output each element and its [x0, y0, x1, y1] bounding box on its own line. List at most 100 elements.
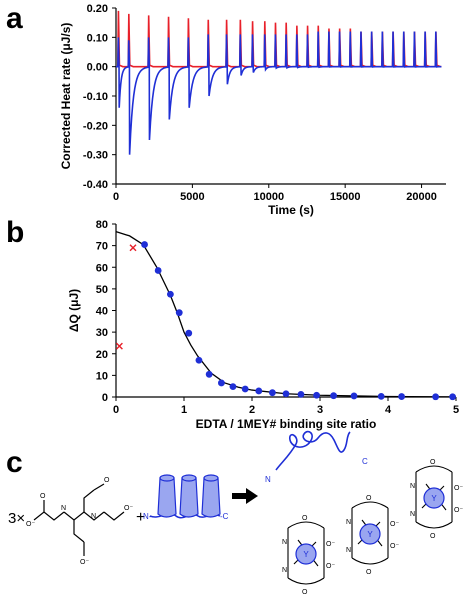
complex-o-label: O⁻	[326, 541, 335, 548]
protein-n-label: N-	[143, 512, 152, 521]
panel-letter-b: b	[6, 216, 24, 249]
y-tick-label: -0.30	[83, 150, 108, 162]
complex-o-label: O	[302, 515, 308, 522]
data-point	[141, 241, 148, 248]
complex-o-label: O⁻	[454, 485, 463, 492]
data-point	[229, 383, 237, 391]
complex-o-label: O	[302, 589, 308, 596]
y-tick-label: 0.00	[87, 62, 108, 74]
excluded-point-stroke	[129, 244, 137, 252]
complex-o-label: O⁻	[454, 507, 463, 514]
y-tick-label: 20	[96, 349, 108, 361]
y-tick-label: 10	[96, 370, 108, 382]
complex-n-label: N	[346, 547, 351, 554]
data-point	[449, 393, 456, 401]
complex-n-label: N	[282, 539, 287, 546]
y-tick-label: 0.10	[87, 32, 108, 44]
data-point	[205, 370, 213, 378]
data-point	[154, 267, 162, 274]
edta-structure	[33, 483, 125, 556]
x-tick-label: 2	[249, 404, 255, 416]
x-tick-label: 4	[385, 404, 392, 416]
chart-panel-a: 0.20 0.10 0.00 -0.10 -0.20 -0.30 -0.40 0 5000 100…	[59, 3, 446, 217]
y-tick-label: -0.10	[83, 91, 108, 103]
y-tick-label: -0.20	[83, 120, 108, 132]
y-edta-complex: Y N N O⁻ O⁻ O O	[410, 459, 463, 540]
complex-o-label: O⁻	[390, 543, 399, 550]
data-point	[398, 393, 405, 400]
yttrium-label: Y	[367, 530, 373, 539]
data-point	[241, 385, 249, 393]
data-point	[175, 309, 183, 317]
protein-c-label: -C	[220, 512, 229, 521]
chelate-bonds	[415, 465, 453, 529]
panel-letter-a: a	[6, 2, 23, 35]
edta-n-1: N	[61, 505, 66, 512]
x-tick-label: 15000	[330, 191, 361, 203]
data-point	[350, 392, 358, 400]
edta-o-2: O	[40, 493, 46, 500]
edta-n-2: N	[91, 513, 96, 520]
y-edta-complex: Y N N O⁻ O⁻ O O	[346, 495, 399, 576]
y-tick-label: 30	[96, 327, 108, 339]
y-tick-label: 80	[96, 219, 108, 231]
excluded-point-stroke	[115, 342, 123, 350]
complex-n-label: N	[346, 519, 351, 526]
complex-o-label: O⁻	[390, 521, 399, 528]
y-edta-complex: Y N N O⁻ O⁻ O O	[282, 515, 335, 596]
data-point	[185, 329, 193, 337]
data-point	[269, 389, 276, 397]
data-point	[330, 392, 337, 400]
x-tick-label: 1	[181, 404, 187, 416]
edta-o-5: O⁻	[80, 559, 89, 566]
complex-n-label: N	[410, 483, 415, 490]
chart-panel-b: 0 10 20 30 40 50 60 70 80 0 1 2 3 4 5 EDTA / 1MEY# bind…	[67, 219, 459, 431]
chain-n-label: N	[265, 475, 271, 484]
data-point	[377, 392, 385, 400]
data-point	[313, 391, 320, 399]
yttrium-label: Y	[303, 550, 309, 559]
x-tick-label: 5	[453, 404, 459, 416]
x-axis-title: EDTA / 1MEY# binding site ratio	[196, 417, 377, 431]
plus-sign: +	[136, 509, 145, 526]
scheme-panel-c: 3× O⁻ O N N O O⁻ O⁻ +	[8, 430, 463, 596]
y-tick-label: 0	[102, 392, 108, 404]
data-point	[282, 390, 290, 398]
x-tick-label: 20000	[406, 191, 437, 203]
series-blue-line	[116, 31, 442, 155]
protein-cartoon	[149, 474, 221, 519]
y-tick-label: 0.20	[87, 3, 108, 15]
unfolded-chain	[275, 430, 351, 471]
complex-o-label: O	[430, 533, 436, 540]
edta-o-1: O⁻	[26, 521, 35, 528]
y-tick-label: 40	[96, 306, 108, 318]
data-point	[255, 387, 263, 395]
excluded-point	[115, 342, 123, 350]
y-axis-title: ΔQ (μJ)	[67, 289, 81, 332]
excluded-point	[129, 244, 137, 252]
yttrium-ion	[295, 543, 317, 565]
y-tick-label: 50	[96, 284, 108, 296]
x-axis-title: Time (s)	[268, 203, 314, 217]
reaction-arrow	[232, 488, 258, 504]
yttrium-ion	[423, 487, 445, 509]
data-point	[432, 393, 439, 401]
complex-n-label: N	[410, 511, 415, 518]
chelate-bonds	[287, 521, 325, 585]
data-point	[297, 391, 305, 398]
y-axis-title: Corrected Heat rate (μJ/s)	[59, 23, 73, 170]
y-tick-label: 70	[96, 241, 108, 253]
x-tick-label: 0	[113, 404, 119, 416]
fit-curve-line	[115, 230, 457, 398]
complex-o-label: O	[430, 459, 436, 466]
yttrium-label: Y	[431, 494, 437, 503]
complex-o-label: O⁻	[326, 563, 335, 570]
x-tick-label: 10000	[253, 191, 284, 203]
y-edta-complexes: Y N N O⁻ O⁻ O O Y N N O⁻ O⁻ O O Y N N O⁻ O⁻ O O	[282, 459, 463, 596]
complex-o-label: O	[366, 495, 372, 502]
edta-o-3: O	[104, 477, 110, 484]
data-point	[167, 290, 174, 298]
y-tick-label: -0.40	[83, 179, 108, 191]
yttrium-ion	[359, 523, 381, 545]
